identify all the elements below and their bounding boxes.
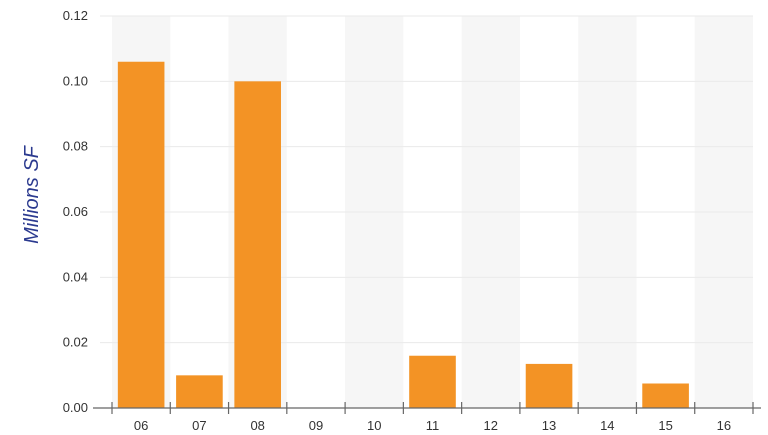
y-tick-label: 0.08	[63, 139, 88, 154]
x-tick-label-09: 09	[309, 418, 323, 433]
x-tick-label-14: 14	[600, 418, 614, 433]
bar-11	[409, 355, 456, 408]
bar-15	[642, 383, 689, 408]
x-tick-label-07: 07	[192, 418, 206, 433]
x-tick-label-08: 08	[250, 418, 264, 433]
y-tick-label: 0.04	[63, 269, 88, 284]
axes	[93, 402, 761, 414]
y-tick-label: 0.06	[63, 204, 88, 219]
gridlines	[100, 15, 753, 344]
y-tick-label: 0.00	[63, 400, 88, 415]
bar-06	[117, 61, 165, 408]
bars	[117, 61, 689, 408]
x-tick-label-15: 15	[658, 418, 672, 433]
x-tick-label-12: 12	[484, 418, 498, 433]
x-tick-labels: 06 07 08 09 10 11 12 13 14 15 16	[134, 418, 731, 433]
bar-08	[234, 81, 281, 408]
x-tick-label-13: 13	[542, 418, 556, 433]
x-tick-label-16: 16	[717, 418, 731, 433]
x-tick-label-10: 10	[367, 418, 381, 433]
bar-13	[525, 363, 573, 408]
y-tick-label: 0.02	[63, 335, 88, 350]
y-tick-label: 0.12	[63, 8, 88, 23]
y-axis-label: Millions SF	[21, 144, 43, 244]
x-tick-label-06: 06	[134, 418, 148, 433]
y-tick-label: 0.10	[63, 73, 88, 88]
y-tick-labels: 0.00 0.02 0.04 0.06 0.08 0.10 0.12	[63, 8, 88, 415]
x-tick-label-11: 11	[426, 418, 440, 433]
bar-07	[176, 375, 223, 408]
